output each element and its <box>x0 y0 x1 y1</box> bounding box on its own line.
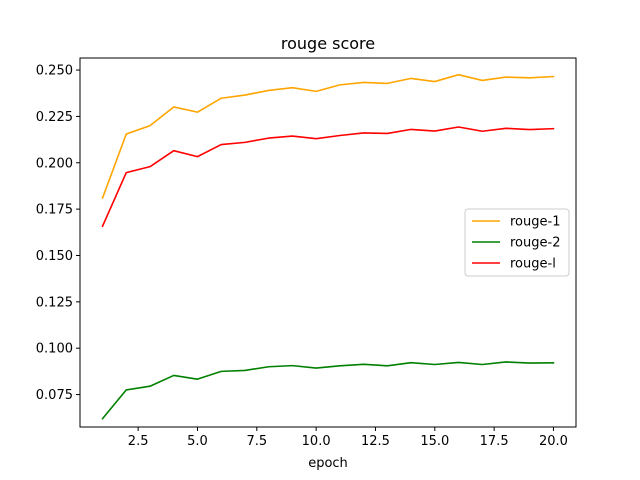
legend-label-rouge-2: rouge-2 <box>510 236 560 251</box>
x-tick-label: 17.5 <box>480 434 509 449</box>
axes-frame <box>79 57 577 428</box>
legend-label-rouge-1: rouge-1 <box>510 215 560 230</box>
plot-lines <box>101 73 555 420</box>
chart-title: rouge score <box>281 34 375 53</box>
x-axis: 2.5 5.0 7.5 10.0 12.5 15.0 17.5 20.0 <box>128 427 568 449</box>
y-tick-label: 0.250 <box>36 64 73 79</box>
x-tick-label: 10.0 <box>302 434 331 449</box>
y-tick-label: 0.200 <box>36 156 73 171</box>
series-line-rouge-2 <box>101 361 555 420</box>
series-line-rouge-1 <box>101 73 555 200</box>
y-tick-label: 0.225 <box>36 110 73 125</box>
x-axis-label: epoch <box>308 456 348 471</box>
y-axis: 0.075 0.100 0.125 0.150 0.175 0.200 0.225 0.250 <box>36 64 80 403</box>
y-tick-label: 0.100 <box>36 342 73 357</box>
x-tick-label: 7.5 <box>246 434 267 449</box>
y-tick-label: 0.150 <box>36 249 73 264</box>
x-tick-label: 2.5 <box>128 434 149 449</box>
y-tick-label: 0.125 <box>36 295 73 310</box>
series-line-rouge-l <box>101 126 555 228</box>
x-tick-label: 20.0 <box>539 434 568 449</box>
legend-box <box>464 208 570 277</box>
legend-label-rouge-l: rouge-l <box>510 257 556 272</box>
x-tick-label: 5.0 <box>187 434 208 449</box>
x-tick-label: 15.0 <box>420 434 449 449</box>
y-tick-label: 0.175 <box>36 203 73 218</box>
legend: rouge-1 rouge-2 rouge-l <box>464 208 570 277</box>
y-tick-label: 0.075 <box>36 388 73 403</box>
x-tick-label: 12.5 <box>361 434 390 449</box>
